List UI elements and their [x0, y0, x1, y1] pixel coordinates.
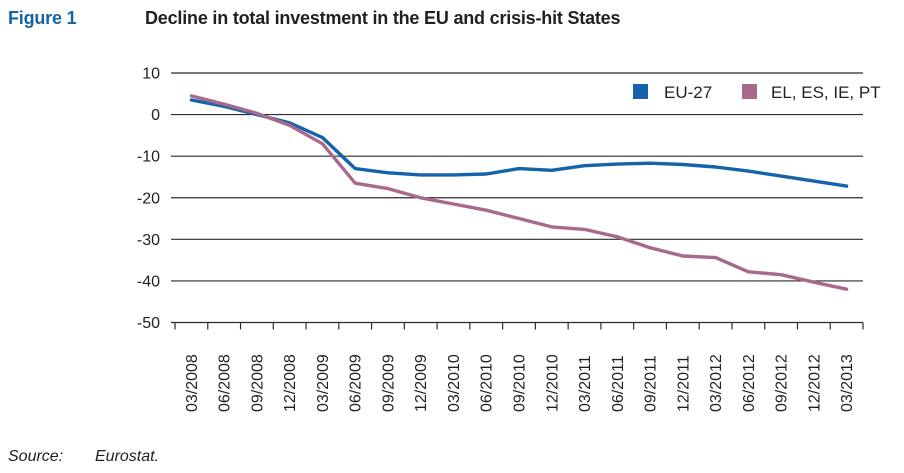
y-axis-tick-label: -20	[137, 190, 160, 207]
x-axis-tick-label: 12/2008	[282, 354, 299, 412]
figure-header: Figure 1 Decline in total investment in …	[8, 8, 896, 38]
series-line-crisis-states	[189, 94, 849, 291]
x-axis-tick-label: 06/2010	[479, 354, 496, 412]
legend-label-eu27: EU-27	[664, 83, 712, 102]
investment-decline-line-chart: 10 0 -10 -20 -30 -40 -50 03/2008 06/2008 09/2008 1…	[137, 66, 881, 413]
x-axis-tick-label: 12/2010	[544, 354, 561, 412]
y-axis-tick-label: -30	[137, 232, 160, 249]
x-axis-tick-label: 06/2009	[348, 354, 365, 412]
y-axis-tick-label: 0	[151, 107, 160, 124]
series-line-eu27	[189, 98, 849, 188]
x-axis-tick-label: 12/2011	[675, 355, 692, 412]
x-axis-tick-label: 06/2012	[741, 354, 758, 412]
x-axis-tick-label: 12/2009	[413, 354, 430, 412]
y-axis-tick-label: -50	[137, 315, 160, 332]
x-axis-tick-label: 03/2013	[839, 354, 856, 412]
x-axis-tick-label: 06/2008	[217, 354, 234, 412]
y-axis-tick-label: -10	[137, 149, 160, 166]
x-axis-tick-label: 09/2008	[249, 354, 266, 412]
legend-label-crisis-states: EL, ES, IE, PT	[771, 83, 881, 102]
source-value: Eurostat.	[95, 448, 160, 465]
y-axis-tick-label: 10	[142, 66, 160, 83]
legend-swatch-crisis-states	[742, 84, 757, 99]
y-axis-tick-label: -40	[137, 273, 160, 290]
x-axis-tick-label: 03/2009	[315, 354, 332, 412]
x-axis-tick-label: 09/2011	[643, 355, 660, 412]
x-axis-tick-label: 03/2011	[577, 355, 594, 412]
source-row: Source: Eurostat.	[8, 448, 896, 466]
x-axis-tick-label: 09/2009	[380, 354, 397, 412]
x-axis-tick-label: 03/2012	[708, 354, 725, 412]
x-axis-tick-label: 03/2008	[184, 354, 201, 412]
x-axis-tick-label: 09/2012	[774, 354, 791, 412]
x-axis-tick-label: 12/2012	[806, 354, 823, 412]
x-axis-tick-label: 03/2010	[446, 354, 463, 412]
figure-number-label: Figure 1	[8, 8, 77, 28]
x-axis-tick-label: 06/2011	[610, 355, 627, 412]
figure-title: Decline in total investment in the EU an…	[145, 8, 621, 28]
legend-swatch-eu27	[633, 84, 648, 99]
source-label: Source:	[8, 448, 64, 465]
x-axis-tick-label: 09/2010	[512, 354, 529, 412]
